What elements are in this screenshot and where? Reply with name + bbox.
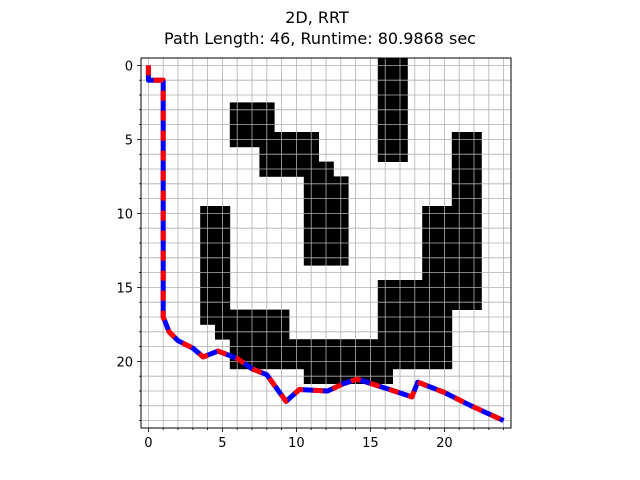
y-tick-label: 10 <box>116 207 133 222</box>
x-tick-label: 15 <box>362 436 379 451</box>
y-tick-label: 0 <box>125 59 133 74</box>
axis-ticks: 0 5 10 15 20 0 5 10 15 20 <box>116 59 505 451</box>
y-tick-label: 15 <box>116 281 133 296</box>
grid-lines <box>141 58 511 428</box>
chart-subtitle: Path Length: 46, Runtime: 80.9868 sec <box>164 29 476 48</box>
x-tick-label: 5 <box>218 436 226 451</box>
x-tick-label: 0 <box>144 436 152 451</box>
y-tick-label: 20 <box>116 355 133 370</box>
path-line-red-dashes <box>145 65 505 423</box>
path <box>145 65 505 423</box>
chart-title: 2D, RRT <box>285 8 349 27</box>
x-tick-label: 20 <box>436 436 453 451</box>
y-tick-label: 5 <box>125 133 133 148</box>
x-tick-label: 10 <box>288 436 305 451</box>
plot-area <box>140 57 512 429</box>
